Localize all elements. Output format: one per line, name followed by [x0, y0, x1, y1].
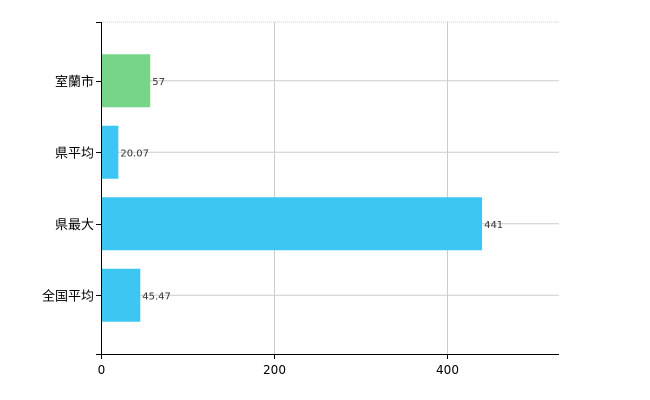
grid-lines: [101, 21, 559, 354]
category-label: 全国平均: [42, 288, 94, 304]
bar: [102, 197, 483, 251]
x-tick-label: 400: [436, 363, 459, 377]
bar: [102, 268, 141, 322]
x-tick-label: 200: [263, 363, 286, 377]
x-tick-labels: 0 200 400: [98, 363, 459, 377]
bar: [102, 125, 119, 179]
category-label: 室蘭市: [55, 74, 94, 90]
bars: [102, 54, 483, 322]
data-label: 441: [484, 220, 503, 231]
x-tick-label: 0: [98, 363, 106, 377]
axes: [96, 22, 559, 359]
data-labels: 57 20.07 441 45.47: [120, 77, 503, 303]
category-label: 県平均: [55, 146, 94, 161]
category-label: 県最大: [55, 218, 94, 233]
data-label: 45.47: [142, 291, 171, 302]
data-label: 57: [152, 77, 165, 88]
data-label: 20.07: [120, 148, 149, 159]
bar: [102, 54, 151, 108]
